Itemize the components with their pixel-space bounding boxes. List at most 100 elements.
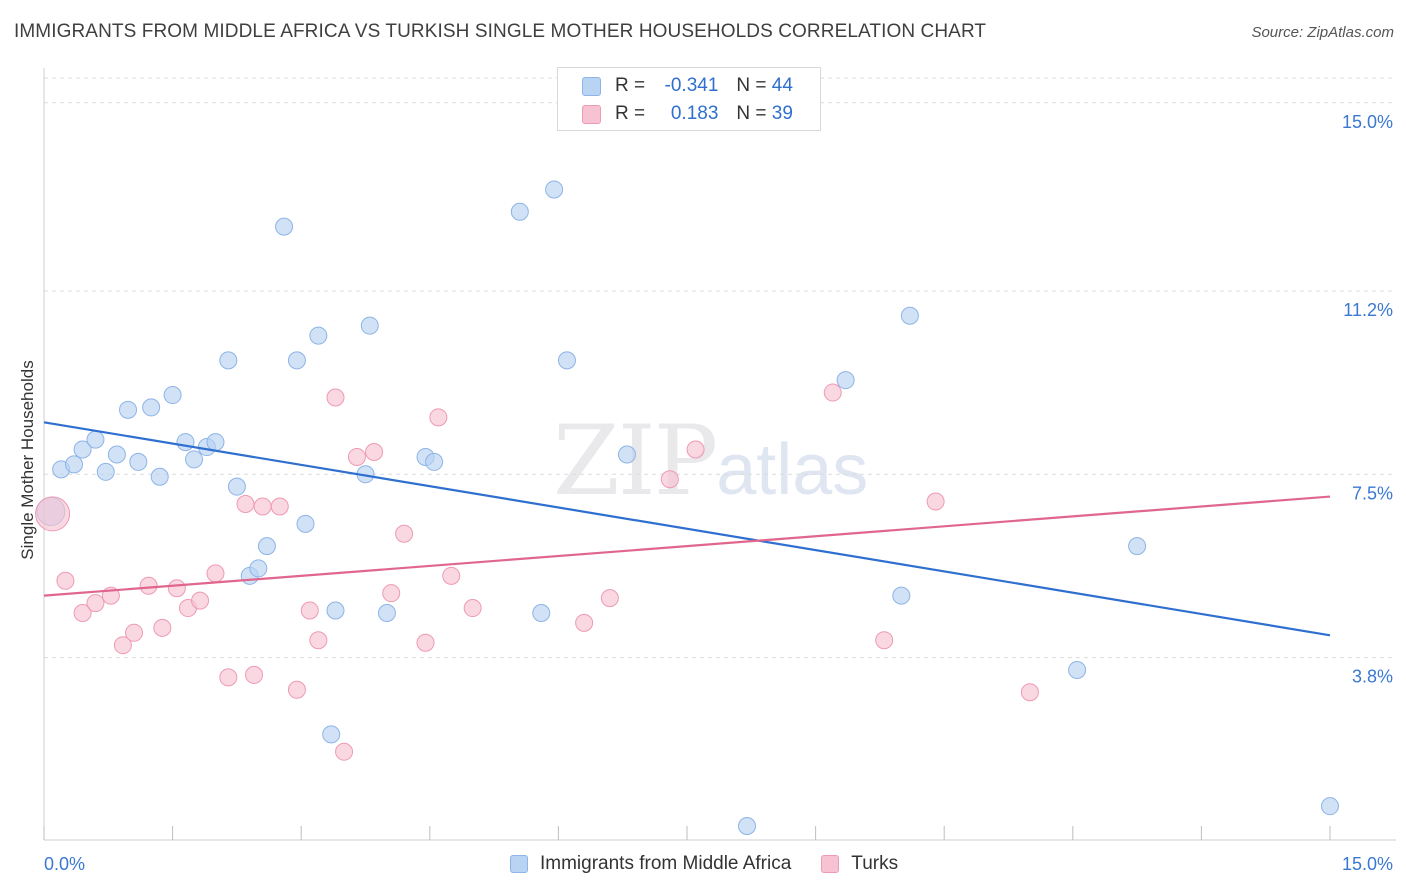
data-point-blue — [836, 371, 855, 390]
data-point-blue — [309, 326, 328, 345]
x-tick-label: 0.0% — [44, 854, 85, 874]
data-point-blue — [275, 217, 294, 236]
data-point-pink — [113, 636, 132, 655]
data-point-pink — [253, 497, 272, 516]
data-point-pink — [219, 668, 238, 687]
data-point-blue — [892, 586, 911, 605]
data-point-blue — [545, 180, 564, 199]
data-point-blue — [296, 514, 315, 533]
data-point-blue — [219, 351, 238, 370]
data-point-blue — [360, 316, 379, 335]
data-point-pink — [73, 603, 92, 622]
data-point-pink — [575, 613, 594, 632]
data-point-pink — [660, 470, 679, 489]
data-point-blue — [510, 202, 529, 221]
data-point-blue — [249, 559, 268, 578]
data-point-blue — [900, 306, 919, 325]
x-tick-label: 15.0% — [1342, 854, 1393, 874]
data-point-blue — [322, 725, 341, 744]
data-point-pink — [86, 594, 105, 613]
y-tick-label: 3.8% — [1352, 667, 1393, 687]
data-point-pink — [125, 623, 144, 642]
data-point-pink — [463, 599, 482, 618]
blue-swatch — [582, 76, 601, 96]
legend-item-blue[interactable]: Immigrants from Middle Africa — [510, 853, 791, 875]
legend-item-pink[interactable]: Turks — [821, 853, 898, 875]
data-point-pink — [300, 601, 319, 620]
data-point-blue — [96, 462, 115, 481]
data-point-pink — [686, 440, 705, 459]
data-point-blue — [1068, 660, 1087, 679]
data-point-blue — [206, 433, 225, 452]
data-point-pink — [600, 589, 619, 608]
data-point-pink — [153, 618, 172, 637]
data-point-pink — [206, 564, 225, 583]
data-point-pink — [287, 680, 306, 699]
data-point-pink — [56, 571, 75, 590]
r-label: R = — [615, 103, 646, 124]
data-point-pink — [395, 524, 414, 543]
chart-title: IMMIGRANTS FROM MIDDLE AFRICA VS TURKISH… — [14, 21, 987, 42]
data-point-blue — [617, 445, 636, 464]
y-tick-label: 15.0% — [1342, 112, 1393, 132]
data-point-pink — [167, 579, 186, 598]
data-point-pink — [309, 631, 328, 650]
data-point-blue — [185, 450, 204, 469]
data-point-blue — [257, 537, 276, 556]
data-point-blue — [163, 386, 182, 405]
data-point-pink — [245, 665, 264, 684]
r-value-blue: -0.341 — [664, 75, 719, 96]
data-point-pink — [382, 584, 401, 603]
watermark-zip: ZIP — [553, 405, 718, 517]
data-point-pink — [416, 633, 435, 652]
data-point-blue — [738, 817, 757, 835]
legend-label-blue: Immigrants from Middle Africa — [540, 853, 792, 874]
stats-row-blue: R = -0.341 N = 44 — [582, 73, 793, 99]
data-point-pink — [442, 566, 461, 585]
y-axis-label: Single Mother Households — [18, 360, 37, 560]
data-point-blue — [1128, 537, 1147, 556]
trend-line-pink — [43, 495, 1331, 597]
source-credit: Source: ZipAtlas.com — [1251, 24, 1394, 41]
n-value-pink: 39 — [771, 103, 793, 124]
legend-swatch-blue — [510, 855, 528, 873]
data-point-blue — [150, 467, 169, 486]
data-point-blue — [425, 452, 444, 471]
y-tick-label: 11.2% — [1343, 300, 1393, 320]
y-tick-label: 7.5% — [1352, 483, 1393, 503]
r-label: R = — [615, 75, 646, 96]
data-point-blue — [532, 603, 551, 622]
data-point-blue — [557, 351, 576, 370]
n-label: N = — [736, 103, 767, 124]
data-point-blue — [227, 477, 246, 496]
n-value-blue: 44 — [771, 75, 793, 96]
data-point-pink — [926, 492, 945, 511]
data-point-blue — [142, 398, 161, 417]
data-point-pink — [347, 447, 366, 466]
legend-label-pink: Turks — [851, 853, 899, 874]
data-point-blue — [377, 603, 396, 622]
data-point-pink — [823, 383, 842, 402]
data-point-blue — [65, 455, 84, 474]
data-point-pink — [236, 495, 255, 514]
data-point-pink — [326, 388, 345, 407]
n-label: N = — [736, 75, 767, 96]
data-point-blue — [129, 452, 148, 471]
watermark-atlas: atlas — [716, 430, 869, 510]
legend: Immigrants from Middle Africa Turks — [510, 850, 928, 878]
stats-row-pink: R = 0.183 N = 39 — [582, 101, 793, 127]
pink-swatch — [582, 104, 601, 124]
data-point-blue — [287, 351, 306, 370]
data-point-blue — [107, 445, 126, 464]
data-point-pink — [365, 443, 384, 461]
data-point-pink — [191, 591, 210, 610]
data-point-pink — [335, 742, 354, 761]
data-point-pink — [1020, 683, 1039, 702]
watermark: ZIPatlas — [553, 405, 868, 517]
data-point-pink — [875, 631, 894, 650]
data-point-blue — [119, 400, 138, 419]
trend-line-blue — [43, 421, 1331, 637]
data-point-blue — [326, 601, 345, 620]
r-value-pink: 0.183 — [670, 103, 719, 124]
